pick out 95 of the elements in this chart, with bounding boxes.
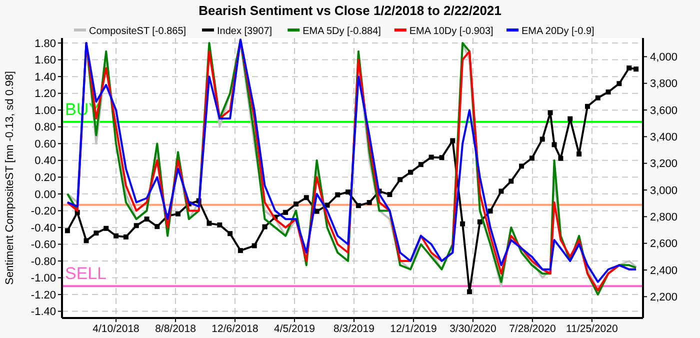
point — [335, 192, 340, 198]
point — [626, 66, 632, 70]
point — [408, 170, 413, 175]
point — [428, 154, 434, 160]
y2-tick-label: 3,800 — [650, 78, 678, 90]
point — [94, 230, 99, 236]
legend-label: EMA 10Dy [-0.903] — [409, 26, 494, 37]
y2-tick-label: 3,400 — [650, 132, 678, 144]
y-tick-label: 1.40 — [34, 71, 56, 84]
y-tick-label: 0.40 — [34, 155, 56, 168]
point — [356, 203, 361, 208]
point — [552, 142, 557, 148]
point — [123, 234, 128, 240]
point — [498, 188, 504, 194]
point — [366, 200, 372, 206]
point — [206, 220, 212, 226]
point — [398, 177, 403, 182]
point — [477, 219, 482, 224]
legend-label: Index [3907] — [217, 26, 272, 37]
point — [548, 110, 553, 116]
y-tick-label: -1.00 — [30, 272, 56, 285]
point — [104, 226, 109, 231]
point — [144, 216, 150, 222]
y-tick-label: -0.80 — [30, 256, 56, 268]
legend-label: EMA 5Dy [-0.884] — [302, 26, 382, 37]
y2-tick-label: 2,600 — [650, 238, 678, 250]
y-tick-label: -1.20 — [30, 289, 56, 302]
point — [634, 66, 639, 72]
x-tick-label: 7/28/2020 — [509, 323, 556, 335]
point — [568, 116, 573, 122]
legend-label: CompositeST [-0.865] — [89, 26, 186, 37]
ref-line-label: SELL — [65, 264, 107, 284]
point — [304, 195, 309, 200]
y2-tick-label: 2,400 — [650, 264, 678, 277]
y-tick-label: 1.00 — [34, 104, 56, 117]
point — [508, 178, 514, 184]
point — [616, 81, 622, 86]
point — [466, 289, 472, 294]
point — [488, 208, 493, 214]
point — [460, 221, 466, 226]
point — [450, 138, 456, 144]
point — [176, 211, 180, 216]
x-tick-label: 8/8/2018 — [155, 323, 196, 335]
x-tick-label: 4/10/2018 — [92, 323, 140, 335]
y-tick-label: -0.60 — [30, 239, 56, 252]
point — [558, 156, 564, 161]
y2-tick-label: 4,000 — [650, 52, 678, 64]
point — [439, 155, 444, 160]
point — [346, 190, 351, 194]
point — [595, 95, 600, 100]
y2-tick-label: 2,200 — [650, 292, 678, 304]
y-tick-label: 1.60 — [34, 54, 56, 67]
y-tick-label: 0.20 — [34, 172, 56, 184]
point — [134, 223, 139, 228]
point — [217, 222, 222, 228]
point — [540, 136, 545, 142]
point — [529, 156, 534, 161]
y2-tick-label: 3,000 — [650, 184, 678, 197]
y2-tick-label: 3,200 — [650, 158, 678, 170]
legend-label: EMA 20Dy [-0.9] — [522, 26, 595, 37]
y-tick-label: 1.20 — [34, 88, 56, 100]
y-tick-label: 1.80 — [34, 38, 56, 50]
x-tick-label: 3/30/2020 — [450, 323, 496, 335]
point — [64, 228, 70, 234]
point — [154, 224, 160, 230]
point — [114, 233, 119, 238]
point — [228, 231, 233, 236]
point — [387, 192, 392, 198]
x-tick-label: 11/25/2020 — [566, 323, 618, 335]
point — [84, 238, 89, 244]
point — [238, 248, 243, 254]
chart-title: Bearish Sentiment vs Close 1/2/2018 to 2/22/2021 — [198, 3, 502, 18]
y-tick-label: -0.20 — [30, 206, 56, 218]
point — [293, 202, 298, 206]
y2-tick-label: 3,600 — [650, 104, 678, 117]
point — [418, 162, 424, 168]
x-tick-label: 4/5/2019 — [274, 323, 316, 335]
point — [252, 243, 257, 248]
y-tick-label: -0.40 — [30, 222, 56, 234]
point — [606, 90, 611, 94]
x-tick-label: 12/6/2018 — [212, 323, 259, 335]
y-tick-label: 0.60 — [34, 138, 56, 150]
point — [584, 104, 590, 109]
point — [576, 152, 582, 156]
y-tick-label: 0.00 — [34, 188, 56, 201]
point — [314, 208, 320, 214]
point — [283, 210, 288, 215]
point — [262, 224, 268, 230]
y2-tick-label: 2,800 — [650, 212, 678, 224]
x-tick-label: 12/1/2019 — [390, 323, 437, 335]
y-axis-title: Sentiment CompositeST [mn -0.13, sd 0.98] — [4, 71, 16, 285]
y-tick-label: -1.40 — [30, 306, 56, 318]
point — [519, 164, 524, 169]
x-tick-label: 8/3/2019 — [334, 323, 375, 335]
y-tick-label: 0.80 — [34, 122, 56, 134]
